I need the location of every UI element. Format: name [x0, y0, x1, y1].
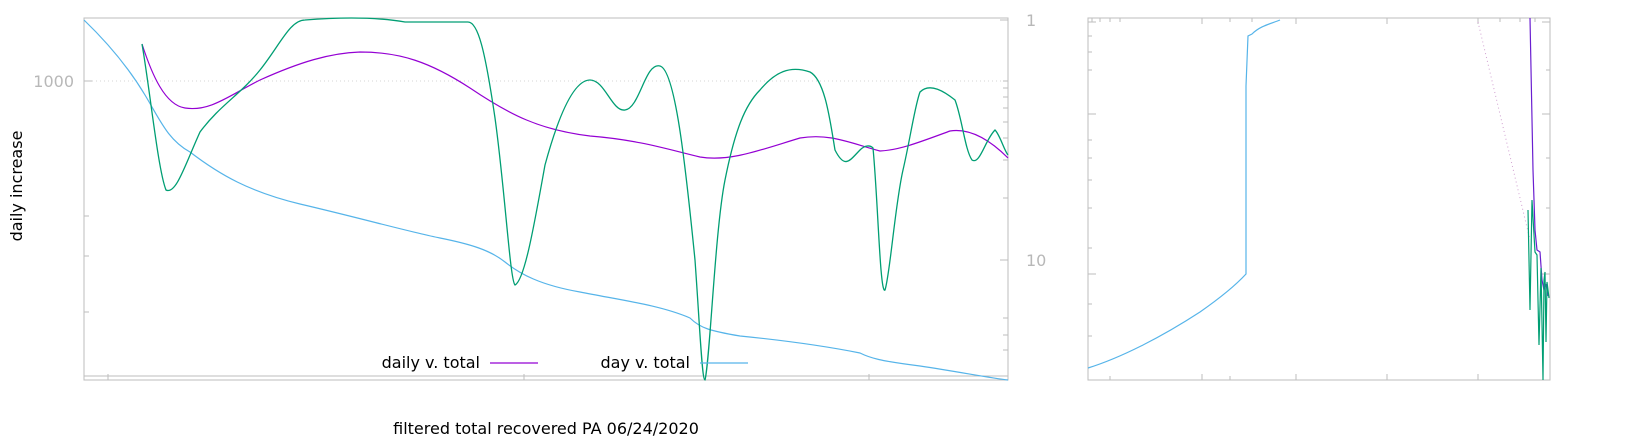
secondary-series-day-v-total [1087, 19, 1281, 369]
series-green [141, 17, 1009, 381]
y-tick-label-1000: 1000 [33, 72, 74, 91]
legend-label-day-v-total: day v. total [601, 353, 691, 372]
secondary-series-green [1527, 199, 1550, 381]
secondary-bottom-x-ticks [1109, 374, 1479, 380]
series-daily-v-total [141, 43, 1009, 159]
main-plot-frame [83, 17, 1009, 381]
secondary-top-x-ticks [1091, 18, 1536, 24]
series-day-v-total [83, 19, 1009, 381]
secondary-series-daily-v-total [1529, 17, 1549, 297]
secondary-right-y-ticks [1542, 21, 1550, 275]
main-chart-panel: 1000 1 10 daily increase filtered total … [7, 11, 1046, 438]
bottom-x-ticks [107, 374, 870, 380]
secondary-chart-panel [1087, 17, 1551, 381]
secondary-guide-line [1477, 21, 1531, 241]
y2-tick-label-1: 1 [1026, 11, 1036, 30]
legend-label-daily-v-total: daily v. total [382, 353, 480, 372]
left-y-ticks [84, 80, 92, 313]
x-axis-label: filtered total recovered PA 06/24/2020 [393, 419, 699, 438]
y2-tick-label-10: 10 [1026, 251, 1046, 270]
secondary-left-y-ticks [1088, 21, 1096, 337]
secondary-plot-frame [1087, 17, 1551, 381]
right-y-ticks [1000, 19, 1008, 351]
y-axis-label: daily increase [7, 131, 26, 242]
